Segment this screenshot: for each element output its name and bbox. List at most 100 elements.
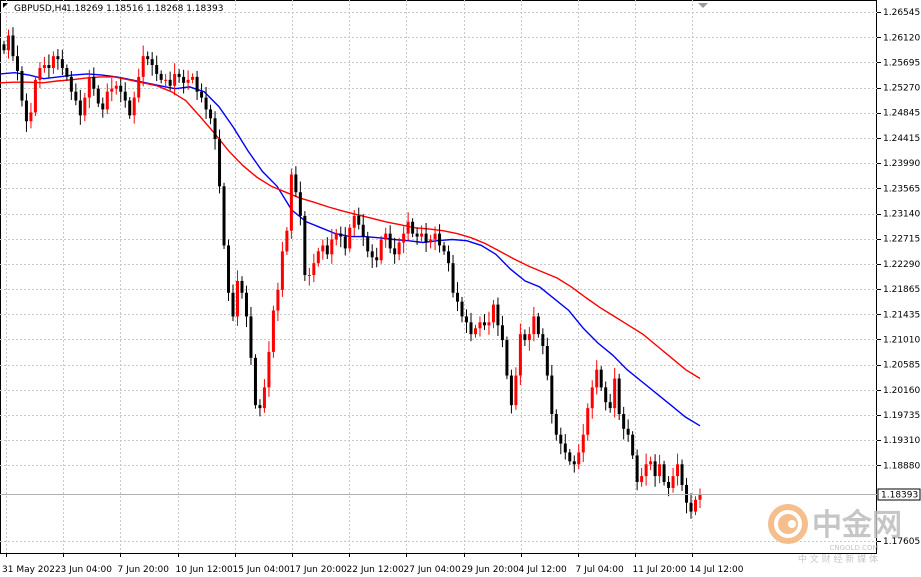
candle-body (321, 245, 325, 252)
candle-body (83, 97, 87, 116)
candle-body (694, 499, 698, 512)
candle-body (294, 174, 298, 193)
candle-body (235, 280, 239, 317)
candle (110, 78, 114, 102)
time-label: 7 Jul 04:00 (576, 565, 625, 575)
candle-body (213, 118, 217, 139)
candle (186, 70, 190, 90)
candle-body (496, 304, 500, 326)
candle-body (608, 402, 612, 409)
candle-body (442, 245, 446, 252)
time-label: 31 May 2022 (2, 565, 61, 575)
candle (2, 40, 6, 54)
candle (267, 341, 271, 397)
ohlc-values: 1.18269 1.18516 1.18268 1.18393 (66, 4, 223, 14)
candle (312, 253, 316, 283)
candle-body (280, 251, 284, 290)
candle (532, 306, 536, 342)
candle-body (33, 79, 37, 113)
candle-body (182, 76, 186, 83)
price-axis[interactable]: 1.26545 1.26120 1.25695 1.25270 1.24845 1.244… (877, 8, 920, 547)
candle-body (631, 434, 635, 456)
candle-body (384, 233, 388, 240)
candle-body (375, 257, 379, 261)
candle-body (456, 292, 460, 302)
candle-body (20, 70, 24, 101)
candle (622, 406, 626, 440)
price-label: 1.23565 (883, 184, 920, 194)
candle (114, 81, 118, 95)
candle-body (689, 502, 693, 512)
candle (20, 66, 24, 107)
candle (397, 237, 401, 261)
candle-body (276, 289, 280, 311)
candle (235, 270, 239, 326)
candle-body (240, 280, 244, 293)
candle-body (590, 387, 594, 409)
price-label: 1.17605 (883, 537, 920, 547)
candle-body (640, 476, 644, 483)
candle (487, 311, 491, 335)
price-label: 1.20585 (883, 361, 920, 371)
shift-marker-icon[interactable] (698, 3, 708, 8)
candle-body (47, 65, 51, 69)
candle-body (352, 215, 356, 228)
candle (339, 226, 343, 248)
candle (218, 129, 222, 194)
candle-body (572, 461, 576, 465)
candle-body (465, 316, 469, 323)
candle (411, 218, 415, 238)
candle-body (599, 369, 603, 388)
candle (482, 314, 486, 331)
candle (101, 97, 105, 118)
candle (433, 226, 437, 251)
candle-body (505, 340, 509, 376)
candle-body (339, 233, 343, 237)
candle (590, 380, 594, 419)
candle-body (473, 328, 477, 335)
time-label: 29 Jun 20:00 (462, 565, 519, 575)
price-label: 1.26545 (883, 8, 920, 18)
candle-body (218, 138, 222, 187)
candle (572, 455, 576, 473)
time-axis[interactable]: 31 May 2022 3 Jun 04:00 7 Jun 20:00 10 Jun … (2, 553, 744, 575)
candle (168, 71, 172, 91)
candle (456, 282, 460, 312)
candle-body (137, 76, 141, 98)
candle-body (164, 79, 168, 81)
candle-body (518, 334, 522, 376)
candle-body (487, 322, 491, 326)
candle-body (433, 233, 437, 240)
price-label: 1.25270 (883, 84, 920, 94)
candle (604, 381, 608, 411)
price-label: 1.26120 (883, 33, 920, 43)
candle-body (200, 91, 204, 98)
candle (69, 70, 73, 100)
candle (514, 367, 518, 410)
candle (51, 51, 55, 74)
candle-body (554, 414, 558, 435)
candle-body (334, 233, 338, 240)
candle (550, 364, 554, 424)
plot-area[interactable] (0, 0, 877, 554)
time-label: 11 Jul 20:00 (633, 565, 687, 575)
candle-body (110, 88, 114, 92)
candle (465, 309, 469, 333)
candle-body (15, 56, 19, 71)
candle (200, 83, 204, 103)
watermark-coin-ring (774, 510, 802, 538)
price-tag-box (877, 488, 921, 501)
candle-body (671, 476, 675, 488)
candle (429, 234, 433, 249)
candle-body (191, 76, 195, 80)
candle-body (150, 59, 154, 66)
candle-body (87, 76, 91, 98)
candle (447, 245, 451, 272)
candle-body (451, 263, 455, 293)
candle-body (42, 65, 46, 69)
candle-body (128, 100, 132, 116)
candle (608, 393, 612, 413)
candle (253, 354, 257, 409)
